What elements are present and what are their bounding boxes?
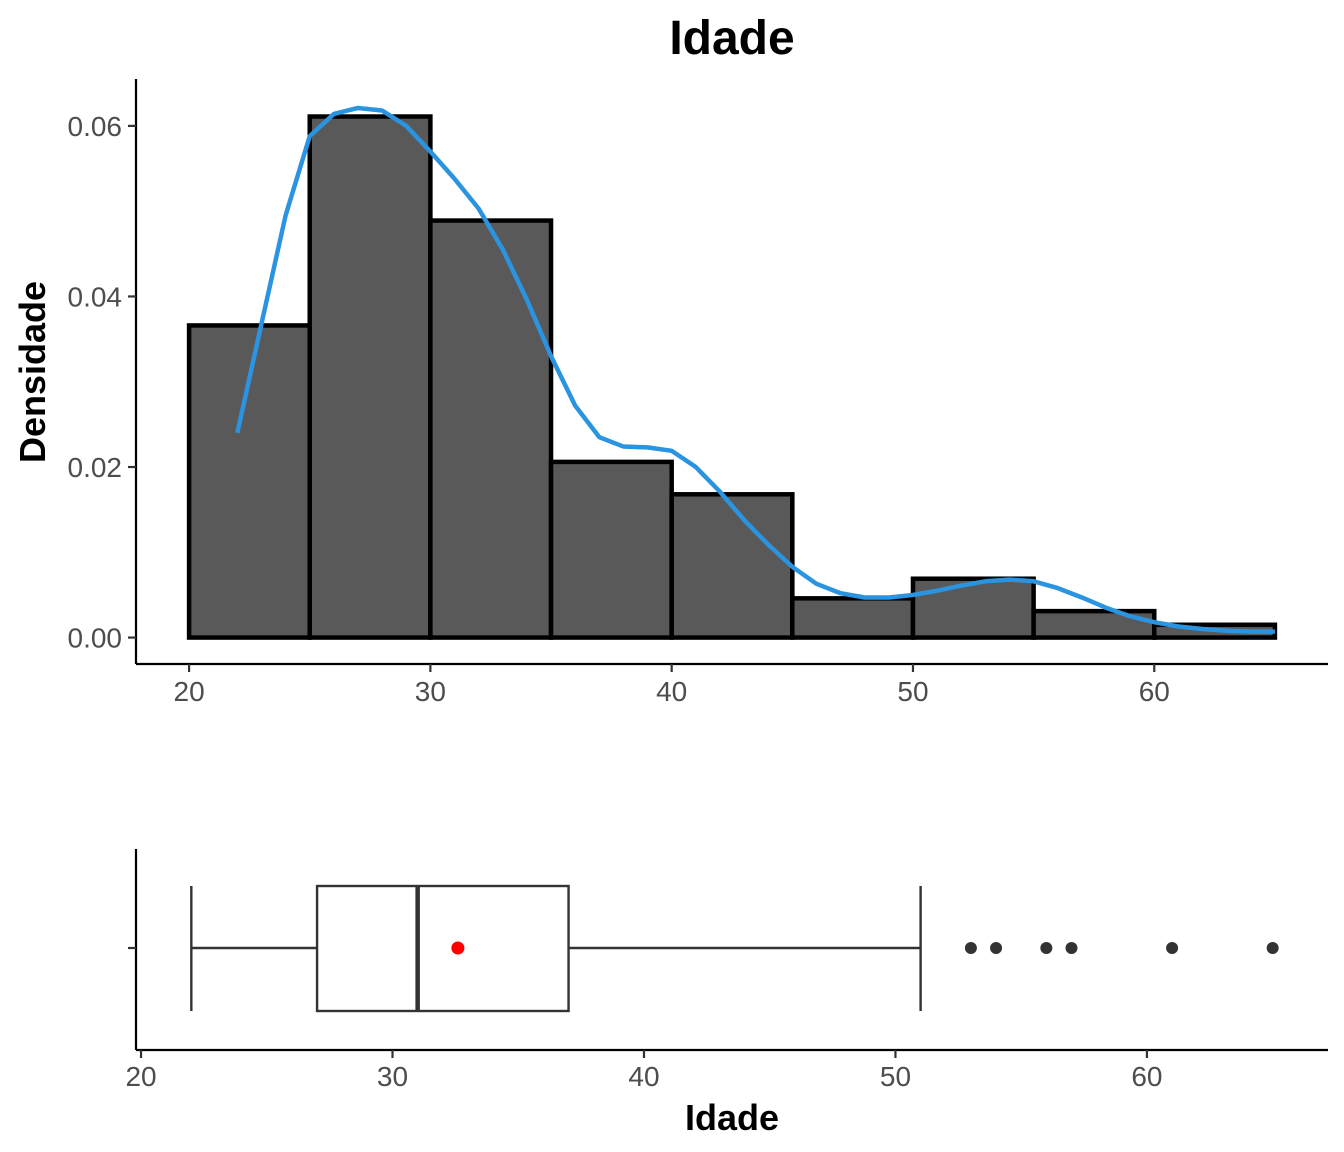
x-tick-label: 50: [880, 1061, 911, 1092]
y-tick-label: 0.04: [68, 281, 123, 312]
histogram-bar: [548, 459, 674, 640]
histogram-plot: 0.00 0.02 0.04 0.06 20 30 40 50 60: [68, 79, 1328, 707]
histogram-bar: [910, 576, 1036, 640]
histogram-bar: [790, 596, 916, 640]
outlier-point: [1166, 942, 1179, 954]
outlier-point: [990, 942, 1003, 954]
outlier-point: [1040, 942, 1053, 954]
histogram-bar: [428, 218, 554, 640]
boxplot-plot: 20 30 40 50 60: [125, 849, 1328, 1092]
x-tick-label: 40: [628, 1061, 659, 1092]
density-curve: [235, 105, 1275, 634]
iqr-box: [315, 884, 570, 1013]
x-tick-label: 30: [377, 1061, 408, 1092]
chart-title: Idade: [669, 12, 794, 65]
x-tick-label: 30: [415, 676, 446, 707]
x-tick-label: 40: [656, 676, 687, 707]
mean-point: [451, 941, 465, 955]
x-tick-label: 60: [1139, 676, 1170, 707]
outlier-point: [964, 942, 977, 954]
x-tick-label: 50: [897, 676, 928, 707]
x-tick-label: 20: [174, 676, 205, 707]
histogram-bar: [669, 492, 795, 640]
y-tick-label: 0.06: [68, 111, 123, 142]
y-tick-label: 0.00: [68, 623, 123, 654]
outlier-point: [1065, 942, 1078, 954]
y-axis-title: Densidade: [12, 281, 53, 463]
histogram-bar: [1031, 608, 1157, 640]
x-axis-title: Idade: [685, 1097, 779, 1138]
histogram-bar: [307, 114, 433, 640]
x-tick-label: 20: [125, 1061, 156, 1092]
x-tick-label: 60: [1131, 1061, 1162, 1092]
y-tick-label: 0.02: [68, 452, 123, 483]
outlier-point: [1266, 942, 1279, 954]
